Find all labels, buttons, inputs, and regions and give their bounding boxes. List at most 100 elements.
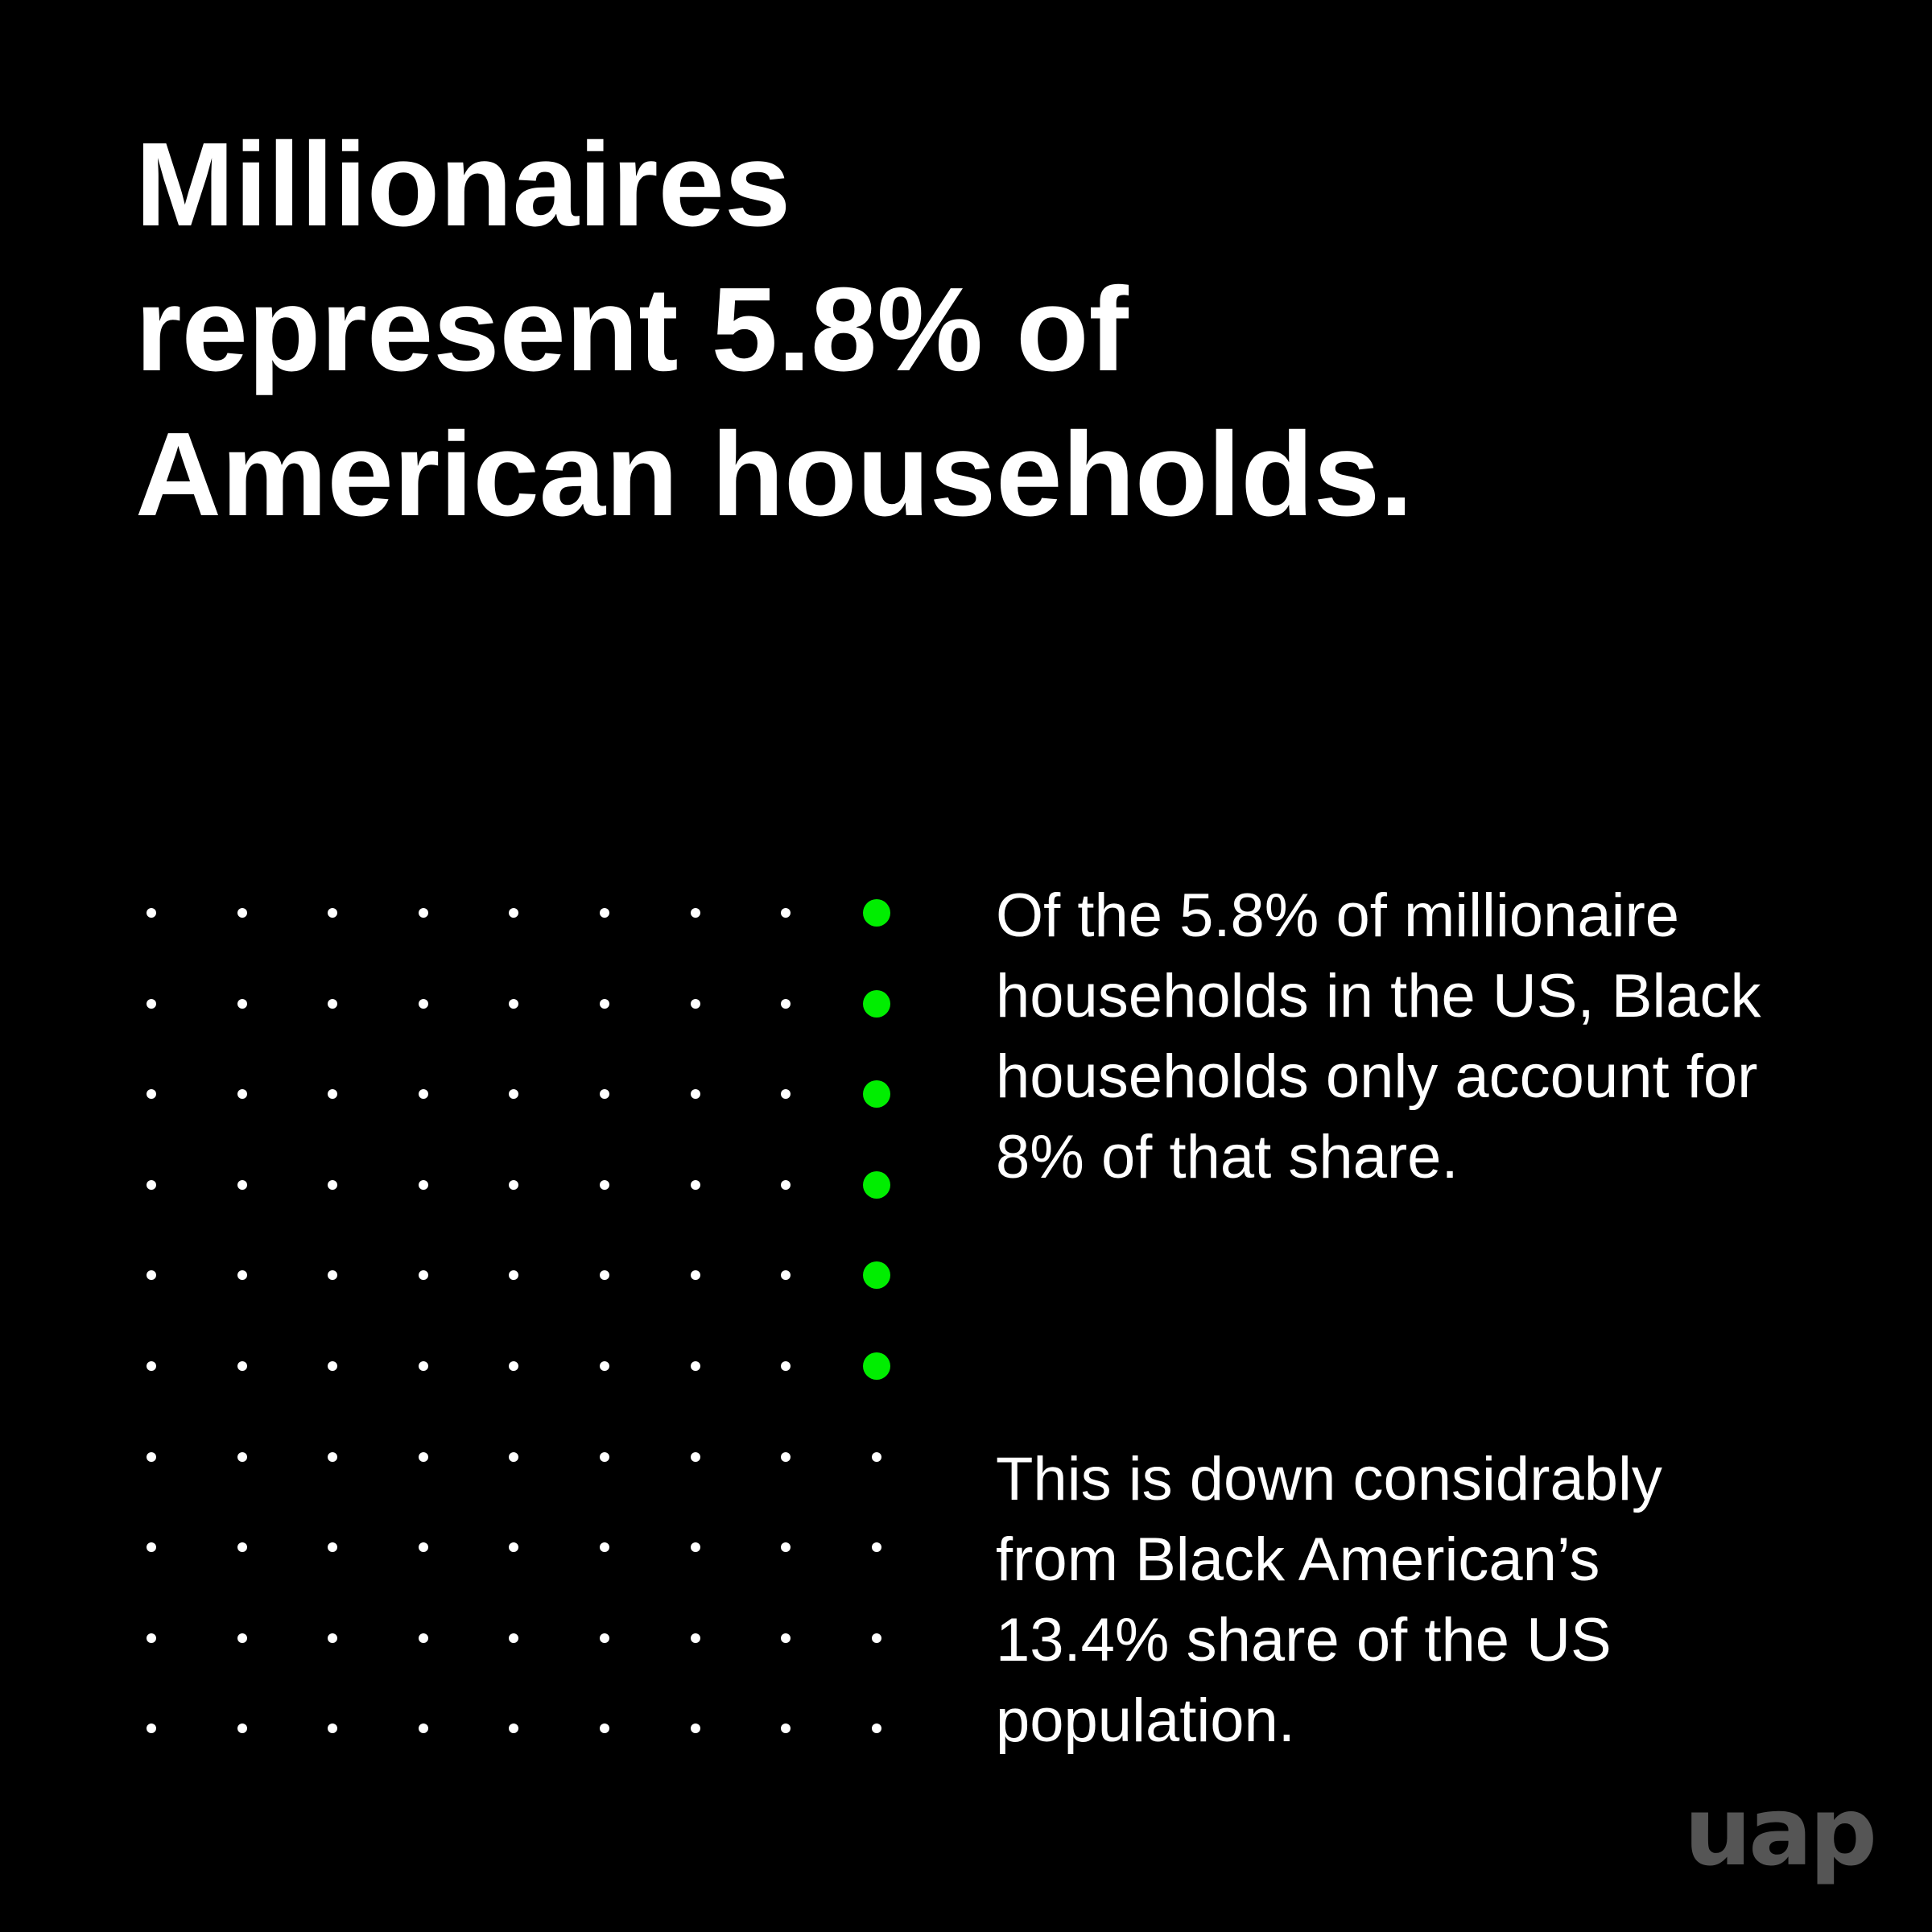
grid-dot [600, 1361, 609, 1371]
grid-dot [147, 1179, 156, 1190]
grid-dot [147, 1270, 156, 1281]
grid-dot [328, 1089, 338, 1100]
grid-dot [600, 1089, 609, 1100]
grid-dot [871, 1451, 881, 1462]
grid-dot [690, 1361, 700, 1371]
grid-dot [690, 998, 700, 1009]
highlighted-dot [862, 1352, 890, 1380]
grid-dot [509, 1270, 519, 1281]
dot-grid [121, 886, 890, 1739]
grid-dot [147, 1633, 156, 1643]
grid-dot [781, 1633, 791, 1643]
highlighted-dot [862, 1170, 890, 1199]
grid-dot [781, 1089, 791, 1100]
grid-dot [418, 998, 428, 1009]
highlighted-dot [862, 1080, 890, 1108]
paragraph-millionaire-share: Of the 5.8% of millionaire households in… [996, 876, 1897, 1198]
paragraph-population-share: This is down considrably from Black Amer… [996, 1439, 1897, 1761]
grid-dot [147, 908, 156, 918]
grid-dot [237, 1542, 247, 1553]
grid-dot [237, 1361, 247, 1371]
grid-dot [328, 998, 338, 1009]
grid-dot [328, 1270, 338, 1281]
grid-dot [147, 1724, 156, 1734]
grid-dot [781, 1270, 791, 1281]
grid-dot [328, 1361, 338, 1371]
headline-line-1: Millionaires [135, 118, 791, 251]
paragraph-2-line-4: population. [996, 1686, 1295, 1755]
grid-dot [781, 1724, 791, 1734]
grid-dot [600, 1633, 609, 1643]
paragraph-2-line-2: from Black American’s [996, 1525, 1600, 1594]
grid-dot [237, 1179, 247, 1190]
grid-dot [600, 1451, 609, 1462]
grid-dot [509, 1361, 519, 1371]
grid-dot [328, 1542, 338, 1553]
grid-dot [237, 1089, 247, 1100]
grid-dot [418, 908, 428, 918]
grid-dot [147, 1451, 156, 1462]
grid-dot [509, 1633, 519, 1643]
grid-dot [418, 1361, 428, 1371]
grid-dot [600, 998, 609, 1009]
grid-dot [690, 908, 700, 918]
paragraph-2-line-3: 13.4% share of the US [996, 1606, 1612, 1674]
grid-dot [781, 1451, 791, 1462]
grid-dot [509, 1089, 519, 1100]
grid-dot [418, 1451, 428, 1462]
grid-dot [147, 998, 156, 1009]
grid-dot [328, 1724, 338, 1734]
grid-dot [237, 1451, 247, 1462]
grid-dot [600, 908, 609, 918]
paragraph-1-line-4: 8% of that share. [996, 1123, 1459, 1191]
grid-dot [328, 1179, 338, 1190]
grid-dot [600, 1270, 609, 1281]
grid-dot [690, 1270, 700, 1281]
grid-dot [871, 1542, 881, 1553]
grid-dot [781, 998, 791, 1009]
grid-dot [418, 1633, 428, 1643]
paragraph-1-line-1: Of the 5.8% of millionaire [996, 881, 1680, 950]
grid-dot [509, 1179, 519, 1190]
grid-dot [690, 1089, 700, 1100]
paragraph-1-line-2: households in the US, Black [996, 962, 1761, 1030]
grid-dot [690, 1542, 700, 1553]
uap-logo: uap [1683, 1776, 1877, 1887]
grid-dot [418, 1724, 428, 1734]
grid-dot [871, 1633, 881, 1643]
grid-dot [781, 908, 791, 918]
grid-dot [237, 1633, 247, 1643]
grid-dot [418, 1542, 428, 1553]
grid-dot [690, 1451, 700, 1462]
grid-dot [871, 1724, 881, 1734]
grid-dot [328, 1633, 338, 1643]
grid-dot [781, 1179, 791, 1190]
grid-dot [690, 1724, 700, 1734]
grid-dot [509, 1724, 519, 1734]
grid-dot [600, 1542, 609, 1553]
grid-dot [509, 908, 519, 918]
grid-dot [237, 1724, 247, 1734]
grid-dot [147, 1361, 156, 1371]
grid-dot [237, 998, 247, 1009]
grid-dot [237, 1270, 247, 1281]
grid-dot [418, 1089, 428, 1100]
grid-dot [781, 1361, 791, 1371]
headline-line-3: American households. [135, 408, 1414, 541]
paragraph-2-line-1: This is down considrably [996, 1445, 1662, 1513]
headline: Millionaires represent 5.8% of American … [135, 113, 1504, 547]
grid-dot [509, 998, 519, 1009]
grid-dot [237, 908, 247, 918]
grid-dot [600, 1724, 609, 1734]
grid-dot [509, 1542, 519, 1553]
grid-dot [328, 908, 338, 918]
highlighted-dot [862, 1261, 890, 1290]
grid-dot [690, 1633, 700, 1643]
grid-dot [147, 1089, 156, 1100]
paragraph-1-line-3: households only account for [996, 1042, 1758, 1111]
grid-dot [509, 1451, 519, 1462]
grid-dot [600, 1179, 609, 1190]
highlighted-dot [862, 899, 890, 927]
grid-dot [781, 1542, 791, 1553]
grid-dot [147, 1542, 156, 1553]
